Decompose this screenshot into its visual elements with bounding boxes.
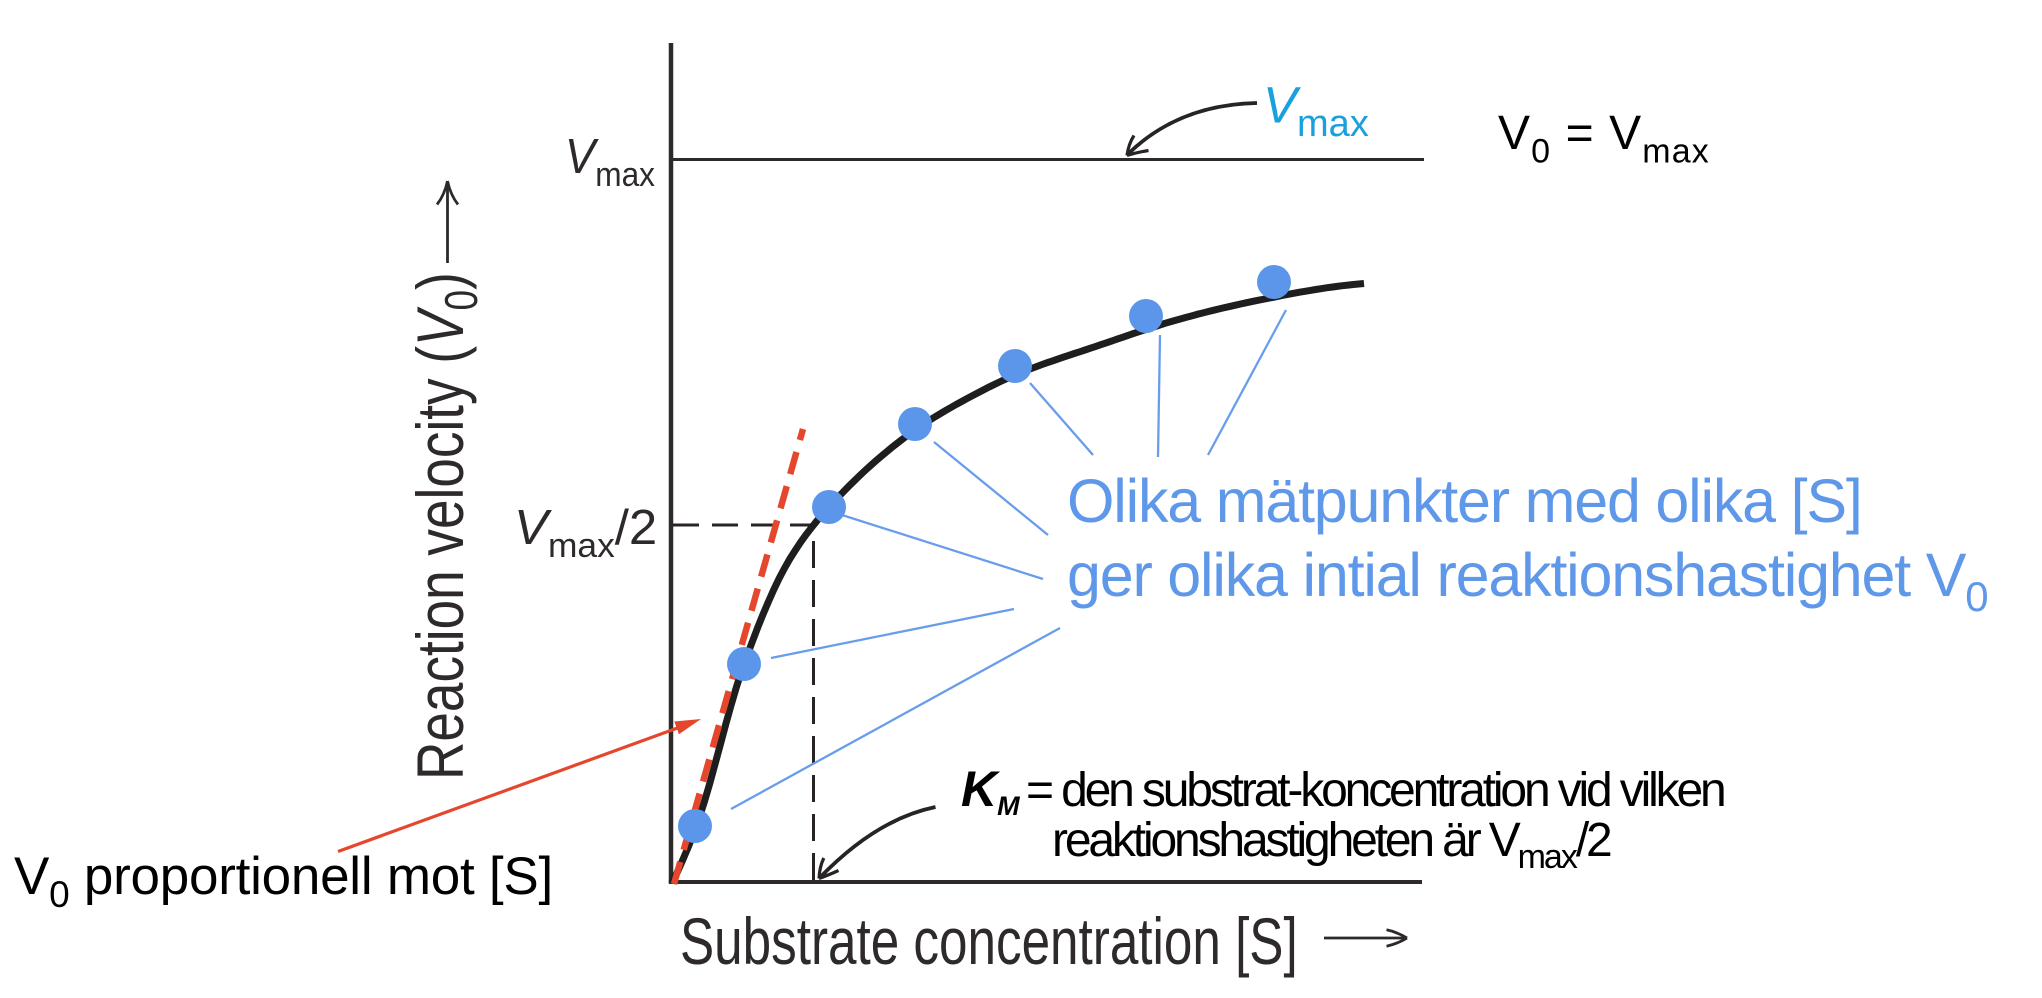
- svg-text:Reaction velocity (V0): Reaction velocity (V0): [404, 272, 487, 780]
- svg-text:= den substrat-koncentration v: = den substrat-koncentration vid vilken: [1026, 764, 1724, 817]
- svg-text:Substrate concentration [S]: Substrate concentration [S]: [680, 905, 1298, 979]
- svg-text:ger olika intial reaktionshast: ger olika intial reaktionshastighet V0: [1067, 541, 1989, 620]
- svg-text:Vmax/2: Vmax/2: [514, 500, 657, 565]
- svg-text:V0 proportionell mot [S]: V0 proportionell mot [S]: [14, 847, 553, 915]
- svg-text:Vmax: Vmax: [565, 130, 656, 194]
- svg-text:Olika mätpunkter med olika [S]: Olika mätpunkter med olika [S]: [1067, 467, 1862, 535]
